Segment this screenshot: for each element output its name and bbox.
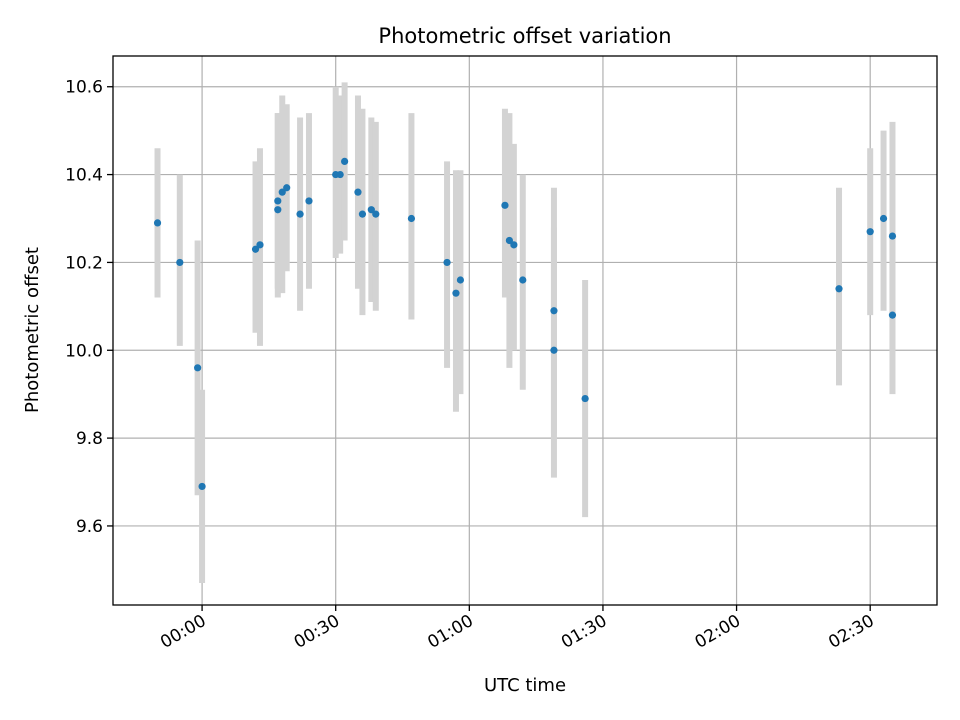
x-tick-label: 01:30 <box>558 611 610 653</box>
error-bars <box>154 82 896 584</box>
y-tick-label: 10.4 <box>65 166 103 186</box>
data-point <box>372 210 380 218</box>
data-point <box>443 258 451 267</box>
data-point <box>367 206 375 214</box>
data-point <box>305 197 313 205</box>
data-point <box>835 285 843 293</box>
data-point <box>505 236 514 245</box>
data-point <box>176 258 184 267</box>
plot-frame <box>112 55 938 606</box>
x-tick-label: 01:00 <box>424 611 476 653</box>
data-point <box>519 276 527 284</box>
data-point <box>407 214 416 223</box>
data-point <box>510 241 518 249</box>
data-point <box>550 346 558 354</box>
data-point <box>358 210 367 218</box>
data-point <box>888 311 897 319</box>
x-axis-label: UTC time <box>484 675 566 696</box>
data-point <box>153 219 162 227</box>
data-point <box>452 289 460 297</box>
data-point <box>341 157 349 166</box>
x-axis-ticks: 00:00 00:30 01:00 01:30 02:00 02:30 <box>157 605 878 653</box>
y-tick-label: 10.0 <box>65 341 103 361</box>
data-point <box>251 245 260 253</box>
y-tick-label: 9.6 <box>76 517 103 537</box>
x-tick-label: 02:00 <box>692 611 744 653</box>
x-tick-label: 00:00 <box>157 611 209 653</box>
data-point <box>278 188 286 196</box>
data-point <box>581 394 589 403</box>
data-point <box>354 188 362 196</box>
y-tick-label: 10.6 <box>65 78 103 98</box>
y-axis-ticks: 9.6 9.8 10.0 10.2 10.4 10.6 <box>65 78 113 537</box>
data-point <box>879 214 888 223</box>
data-point <box>456 276 465 284</box>
data-point <box>336 170 344 179</box>
data-point <box>550 307 558 315</box>
y-axis-label: Photometric offset <box>22 247 43 413</box>
data-point <box>194 364 202 372</box>
y-tick-label: 9.8 <box>76 429 103 449</box>
data-point <box>866 228 874 236</box>
x-tick-label: 00:30 <box>291 611 343 653</box>
data-point <box>888 232 897 240</box>
x-tick-label: 02:30 <box>825 611 877 653</box>
data-point <box>296 210 304 218</box>
chart-title: Photometric offset variation <box>378 24 671 48</box>
data-point <box>501 201 509 209</box>
y-tick-label: 10.2 <box>65 253 103 273</box>
data-point <box>256 241 264 249</box>
data-point <box>274 197 282 205</box>
data-point <box>274 206 282 214</box>
data-points <box>153 157 897 491</box>
data-point <box>283 184 291 192</box>
data-point <box>198 482 206 491</box>
